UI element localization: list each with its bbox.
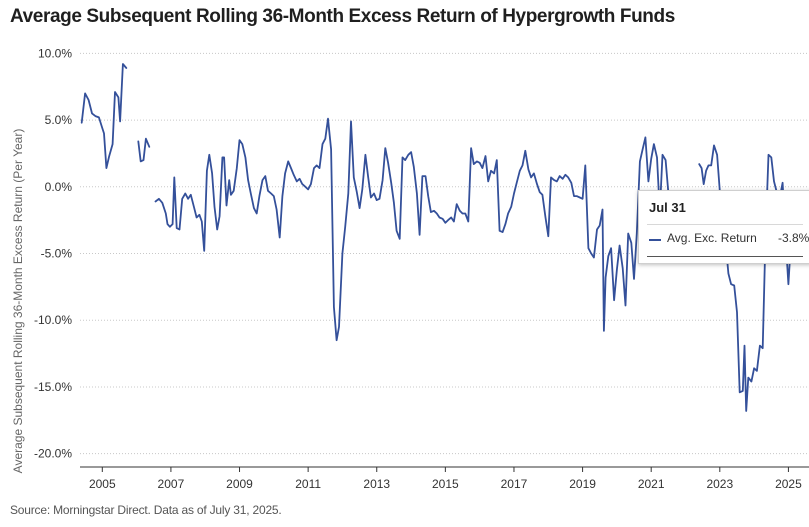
x-tick-label: 2007 xyxy=(158,477,185,491)
x-tick-label: 2009 xyxy=(226,477,253,491)
chart-tooltip: Jul 31 Avg. Exc. Return -3.8% xyxy=(638,190,809,264)
tooltip-underline xyxy=(647,256,803,257)
x-tick-label: 2005 xyxy=(89,477,116,491)
x-tick-label: 2025 xyxy=(775,477,802,491)
y-tick-label: -20.0% xyxy=(34,447,72,461)
tooltip-value: -3.8% xyxy=(778,231,809,245)
series-line-segment xyxy=(154,117,687,342)
line-chart: 10.0% 5.0% 0.0% -5.0% -10.0% -15.0% -20.0% 200… xyxy=(11,46,809,491)
y-axis-title: Average Subsequent Rolling 36-Month Exce… xyxy=(11,129,25,474)
y-tick-label: 0.0% xyxy=(45,180,73,194)
x-tick-label: 2017 xyxy=(501,477,528,491)
chart-title: Average Subsequent Rolling 36-Month Exce… xyxy=(10,6,675,27)
series-line-segment xyxy=(137,137,151,163)
series-line-segment xyxy=(698,144,793,412)
x-tick-label: 2023 xyxy=(706,477,733,491)
tooltip-date: Jul 31 xyxy=(649,200,686,215)
x-tick-label: 2021 xyxy=(638,477,665,491)
x-tick-label: 2019 xyxy=(569,477,596,491)
x-tick-label: 2015 xyxy=(432,477,459,491)
series-layer xyxy=(80,63,793,412)
source-note: Source: Morningstar Direct. Data as of J… xyxy=(10,503,282,517)
tooltip-divider xyxy=(647,224,803,225)
y-tick-label: 10.0% xyxy=(38,46,72,60)
y-axis: 10.0% 5.0% 0.0% -5.0% -10.0% -15.0% -20.0% xyxy=(34,46,72,460)
tooltip-series-name: Avg. Exc. Return xyxy=(667,231,757,245)
y-tick-label: 5.0% xyxy=(45,113,73,127)
x-tick-label: 2013 xyxy=(363,477,390,491)
y-tick-label: -10.0% xyxy=(34,313,72,327)
x-tick-label: 2011 xyxy=(295,477,321,491)
x-axis: 2005 2007 2009 2011 2013 2015 2017 2019 2021 2023… xyxy=(89,467,802,491)
y-tick-label: -5.0% xyxy=(41,247,73,261)
tooltip-series-swatch xyxy=(649,239,661,241)
y-tick-label: -15.0% xyxy=(34,380,72,394)
series-line-segment xyxy=(80,63,128,170)
